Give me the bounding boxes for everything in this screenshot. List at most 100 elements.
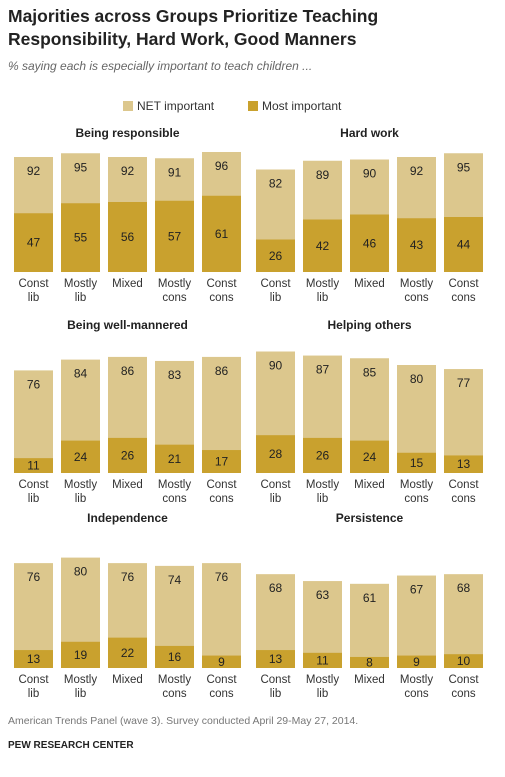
legend-label: NET important [137,99,215,113]
source: American Trends Panel (wave 3). Survey c… [8,715,358,727]
value-label: 91 [168,165,182,179]
bar [444,455,483,473]
value-label: 9 [218,655,225,669]
bar [202,655,241,668]
value-label: 96 [215,159,229,173]
value-label: 26 [269,249,283,263]
x-tick-label: Const lib [260,278,291,304]
value-label: 43 [410,238,424,252]
value-label: 24 [74,450,88,464]
value-label: 11 [316,653,329,667]
value-label: 16 [168,650,182,664]
value-label: 90 [269,359,283,373]
value-label: 82 [269,177,283,191]
value-label: 77 [457,376,471,390]
value-label: 68 [269,581,283,595]
x-tick-label: Const lib [18,479,49,505]
value-label: 61 [215,227,229,241]
value-label: 76 [121,570,135,584]
x-tick-label: Const cons [206,674,237,700]
value-label: 10 [457,654,471,668]
value-label: 21 [168,452,182,466]
x-tick-label: Mostly lib [64,278,97,304]
value-label: 68 [457,581,471,595]
value-label: 80 [74,565,88,579]
value-label: 63 [316,588,330,602]
value-label: 42 [316,239,330,253]
bar [14,213,53,272]
x-tick-label: Mixed [354,479,385,491]
value-label: 55 [74,231,88,245]
x-tick-label: Const cons [206,479,237,505]
value-label: 13 [27,652,41,666]
value-label: 95 [74,160,88,174]
value-label: 84 [74,367,88,381]
bar [108,637,147,668]
value-label: 28 [269,447,283,461]
panel-title: Helping others [327,318,411,332]
value-label: 76 [27,570,41,584]
x-tick-label: Mostly cons [158,479,191,505]
bar [14,370,53,473]
value-label: 26 [121,448,135,462]
bar [61,440,100,473]
value-label: 76 [27,377,41,391]
x-tick-label: Mixed [112,479,143,491]
bar [256,435,295,473]
value-label: 13 [269,652,283,666]
bar [61,641,100,668]
x-tick-label: Mostly lib [306,674,339,700]
subtitle: % saying each is especially important to… [8,59,312,73]
bar [256,239,295,272]
value-label: 22 [121,646,135,660]
value-label: 85 [363,365,377,379]
bar [256,650,295,668]
value-label: 95 [457,160,471,174]
value-label: 46 [363,236,377,250]
panel-title: Hard work [340,126,399,140]
value-label: 67 [410,583,424,597]
panel-title: Being well-mannered [67,318,188,332]
x-tick-label: Mostly cons [400,278,433,304]
bar [202,563,241,668]
value-label: 61 [363,591,377,605]
bar [350,583,389,668]
x-tick-label: Mostly cons [158,278,191,304]
x-tick-label: Mostly lib [306,278,339,304]
x-tick-label: Const lib [260,674,291,700]
value-label: 19 [74,648,88,662]
x-tick-label: Mostly lib [64,674,97,700]
bar [397,218,436,272]
x-tick-label: Const lib [260,479,291,505]
bar [155,444,194,473]
bar [444,654,483,668]
bar [444,217,483,272]
bar [350,214,389,272]
value-label: 56 [121,230,135,244]
x-tick-label: Const cons [448,278,479,304]
panel-title: Being responsible [75,126,179,140]
legend-swatch [123,101,133,111]
bar [202,195,241,272]
chart-title: Majorities across Groups Prioritize Teac… [8,6,378,26]
bar [444,574,483,668]
bar [397,655,436,668]
bar [202,450,241,473]
value-label: 76 [215,570,229,584]
x-tick-label: Const cons [206,278,237,304]
value-label: 47 [27,236,41,250]
x-tick-label: Mostly lib [64,479,97,505]
value-label: 57 [168,229,182,243]
x-tick-label: Const lib [18,278,49,304]
bar [155,200,194,272]
value-label: 87 [316,363,330,377]
x-tick-label: Mixed [112,674,143,686]
bar [108,202,147,272]
value-label: 90 [363,167,377,181]
value-label: 89 [316,168,330,182]
value-label: 9 [413,655,420,669]
value-label: 92 [27,164,41,178]
bar [397,575,436,668]
